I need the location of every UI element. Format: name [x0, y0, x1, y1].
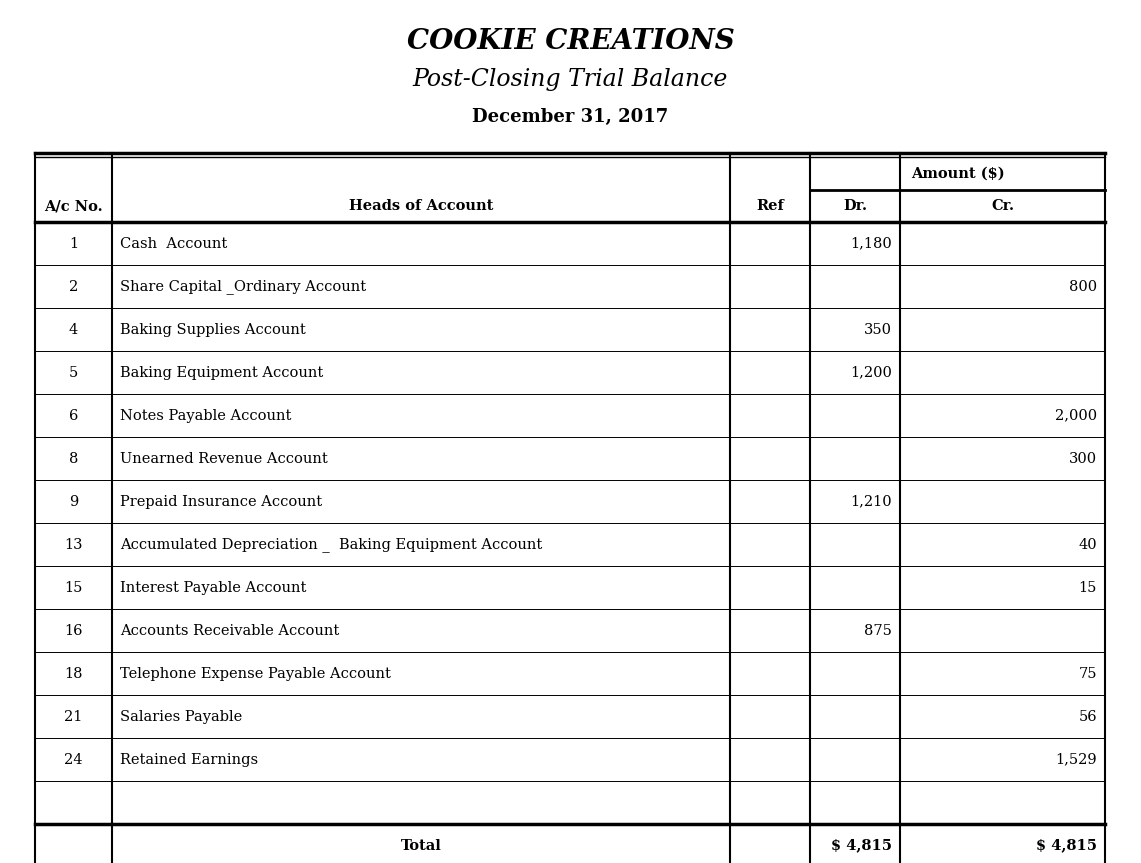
- Text: Heads of Account: Heads of Account: [349, 199, 493, 213]
- Text: Amount ($): Amount ($): [911, 167, 1004, 181]
- Text: 1,529: 1,529: [1055, 753, 1097, 766]
- Text: Telephone Expense Payable Account: Telephone Expense Payable Account: [120, 666, 391, 681]
- Text: A/c No.: A/c No.: [44, 199, 103, 213]
- Text: 40: 40: [1078, 538, 1097, 551]
- Text: 6: 6: [68, 408, 79, 423]
- Text: 16: 16: [64, 623, 83, 638]
- Text: 13: 13: [64, 538, 83, 551]
- Text: Salaries Payable: Salaries Payable: [120, 709, 242, 723]
- Text: Cr.: Cr.: [992, 199, 1014, 213]
- Text: Baking Supplies Account: Baking Supplies Account: [120, 323, 306, 337]
- Text: Accumulated Depreciation _  Baking Equipment Account: Accumulated Depreciation _ Baking Equipm…: [120, 537, 542, 552]
- Text: 5: 5: [68, 366, 78, 380]
- Text: 1,180: 1,180: [850, 236, 892, 250]
- Text: 1,200: 1,200: [850, 366, 892, 380]
- Text: Accounts Receivable Account: Accounts Receivable Account: [120, 623, 339, 638]
- Text: 1,210: 1,210: [850, 494, 892, 508]
- Text: 350: 350: [864, 323, 892, 337]
- Text: Dr.: Dr.: [843, 199, 867, 213]
- Text: $ 4,815: $ 4,815: [1036, 839, 1097, 853]
- Text: Retained Earnings: Retained Earnings: [120, 753, 258, 766]
- Text: 8: 8: [68, 451, 79, 465]
- Text: Baking Equipment Account: Baking Equipment Account: [120, 366, 323, 380]
- Text: Post-Closing Trial Balance: Post-Closing Trial Balance: [413, 68, 728, 91]
- Text: 875: 875: [864, 623, 892, 638]
- Text: 15: 15: [64, 581, 82, 595]
- Text: Cash  Account: Cash Account: [120, 236, 227, 250]
- Text: Notes Payable Account: Notes Payable Account: [120, 408, 291, 423]
- Text: 75: 75: [1078, 666, 1097, 681]
- Text: 800: 800: [1069, 280, 1097, 293]
- Text: 18: 18: [64, 666, 83, 681]
- Text: Share Capital _Ordinary Account: Share Capital _Ordinary Account: [120, 279, 366, 294]
- Text: 56: 56: [1078, 709, 1097, 723]
- Text: 2: 2: [68, 280, 78, 293]
- Text: 1: 1: [68, 236, 78, 250]
- Text: 21: 21: [64, 709, 82, 723]
- Text: 15: 15: [1078, 581, 1097, 595]
- Text: 9: 9: [68, 494, 78, 508]
- Text: Interest Payable Account: Interest Payable Account: [120, 581, 307, 595]
- Text: Prepaid Insurance Account: Prepaid Insurance Account: [120, 494, 322, 508]
- Text: December 31, 2017: December 31, 2017: [472, 108, 669, 126]
- Text: 300: 300: [1069, 451, 1097, 465]
- Text: Unearned Revenue Account: Unearned Revenue Account: [120, 451, 327, 465]
- Text: 24: 24: [64, 753, 83, 766]
- Text: 2,000: 2,000: [1055, 408, 1097, 423]
- Text: COOKIE CREATIONS: COOKIE CREATIONS: [406, 28, 735, 55]
- Text: Ref: Ref: [756, 199, 784, 213]
- Text: $ 4,815: $ 4,815: [831, 839, 892, 853]
- Text: 4: 4: [68, 323, 78, 337]
- Text: Total: Total: [400, 839, 442, 853]
